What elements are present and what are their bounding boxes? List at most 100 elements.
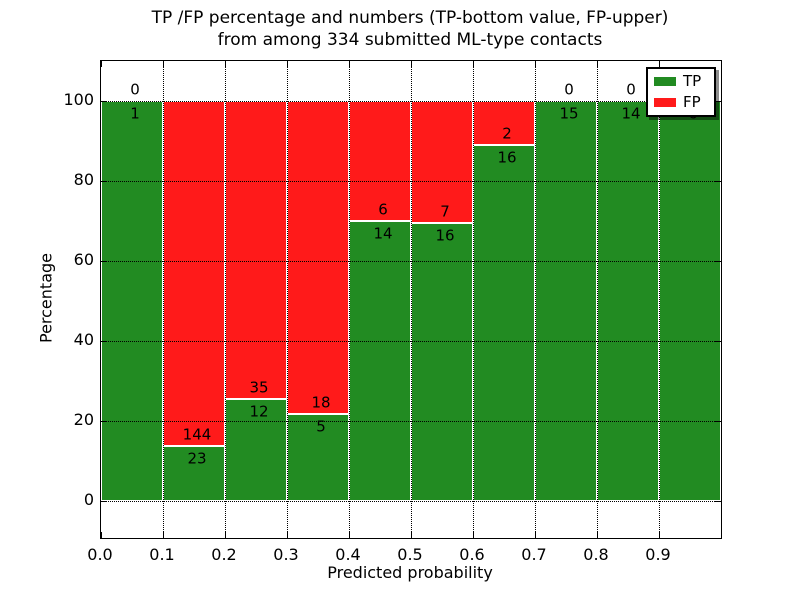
x-gridline [349,61,350,538]
bar-fp-count-label: 7 [440,202,450,221]
bar-segment-tp [473,145,535,501]
y-tick-label: 80 [73,170,94,189]
x-tick-bottom [597,532,598,538]
x-gridline [473,61,474,538]
legend-entry: TP [654,74,708,89]
x-tick-label: 0.2 [211,545,237,564]
x-tick-label: 0.0 [87,545,113,564]
y-gridline [101,261,721,262]
y-tick-left [101,181,107,182]
x-tick-bottom [535,532,536,538]
x-tick-top [225,61,226,67]
x-tick-label: 0.5 [397,545,423,564]
x-tick-top [411,61,412,67]
x-tick-bottom [721,532,722,538]
legend-swatch-fp [654,98,676,107]
y-gridline [101,501,721,502]
x-tick-label: 0.9 [645,545,671,564]
bar-segment-fp [349,101,411,221]
y-tick-label: 40 [73,330,94,349]
bar-segment-fp [287,101,349,415]
y-gridline [101,421,721,422]
x-tick-label: 0.1 [149,545,175,564]
y-tick-right [715,421,721,422]
x-tick-top [349,61,350,67]
bar-segment-tp [411,222,473,501]
x-tick-top [659,61,660,67]
chart-title: TP /FP percentage and numbers (TP-bottom… [151,8,669,50]
bar-fp-count-label: 2 [502,124,512,143]
legend-label-fp: FP [683,93,701,111]
bar-fp-count-label: 0 [564,80,574,99]
x-gridline [225,61,226,538]
bar-tp-count-label: 14 [373,224,393,243]
bar-segment-fp [163,101,225,446]
legend: TP FP [646,67,716,117]
bar-fp-count-label: 0 [626,80,636,99]
x-tick-label: 0.8 [583,545,609,564]
x-tick-label: 0.3 [273,545,299,564]
y-tick-label: 0 [83,490,94,509]
x-tick-bottom [473,532,474,538]
bar-fp-count-label: 144 [182,425,212,444]
x-gridline [287,61,288,538]
y-tick-left [101,341,107,342]
x-tick-top [287,61,288,67]
bar-segment-tp [225,398,287,501]
x-tick-bottom [287,532,288,538]
x-tick-top [721,61,722,67]
y-tick-right [715,181,721,182]
x-tick-bottom [101,532,102,538]
y-tick-left [101,101,107,102]
x-tick-label: 0.4 [335,545,361,564]
x-tick-top [473,61,474,67]
bar-tp-count-label: 12 [249,402,269,421]
bar-tp-count-label: 16 [497,148,517,167]
y-tick-right [715,501,721,502]
y-tick-right [715,261,721,262]
legend-entry: FP [654,95,708,110]
bar-segment-tp [101,101,163,501]
bar-fp-count-label: 0 [130,80,140,99]
x-tick-top [163,61,164,67]
bar-tp-count-label: 16 [435,226,455,245]
x-gridline [535,61,536,538]
y-tick-left [101,501,107,502]
bar-segment-tp [163,445,225,501]
bar-fp-count-label: 18 [311,393,331,412]
y-tick-label: 20 [73,410,94,429]
x-tick-bottom [225,532,226,538]
x-tick-top [597,61,598,67]
y-tick-label: 60 [73,250,94,269]
y-tick-left [101,261,107,262]
bar-tp-count-label: 23 [187,449,207,468]
x-axis-label: Predicted probability [327,563,493,582]
x-gridline [411,61,412,538]
y-tick-label: 100 [63,90,94,109]
y-gridline [101,101,721,102]
x-tick-bottom [659,532,660,538]
y-tick-right [715,101,721,102]
x-tick-bottom [163,532,164,538]
bar-tp-count-label: 15 [559,104,579,123]
y-gridline [101,341,721,342]
bar-fp-count-label: 6 [378,200,388,219]
x-tick-label: 0.6 [459,545,485,564]
bar-segment-tp [659,101,721,501]
y-gridline [101,181,721,182]
x-tick-bottom [411,532,412,538]
bar-segment-tp [597,101,659,501]
bar-segment-tp [349,221,411,501]
x-tick-label: 0.7 [521,545,547,564]
y-tick-right [715,341,721,342]
legend-label-tp: TP [683,72,702,90]
bar-fp-count-label: 35 [249,378,269,397]
x-tick-top [535,61,536,67]
x-gridline [163,61,164,538]
legend-swatch-tp [654,77,676,86]
bar-tp-count-label: 14 [621,104,641,123]
bar-segment-fp [225,101,287,399]
y-tick-left [101,421,107,422]
bar-tp-count-label: 1 [130,104,140,123]
